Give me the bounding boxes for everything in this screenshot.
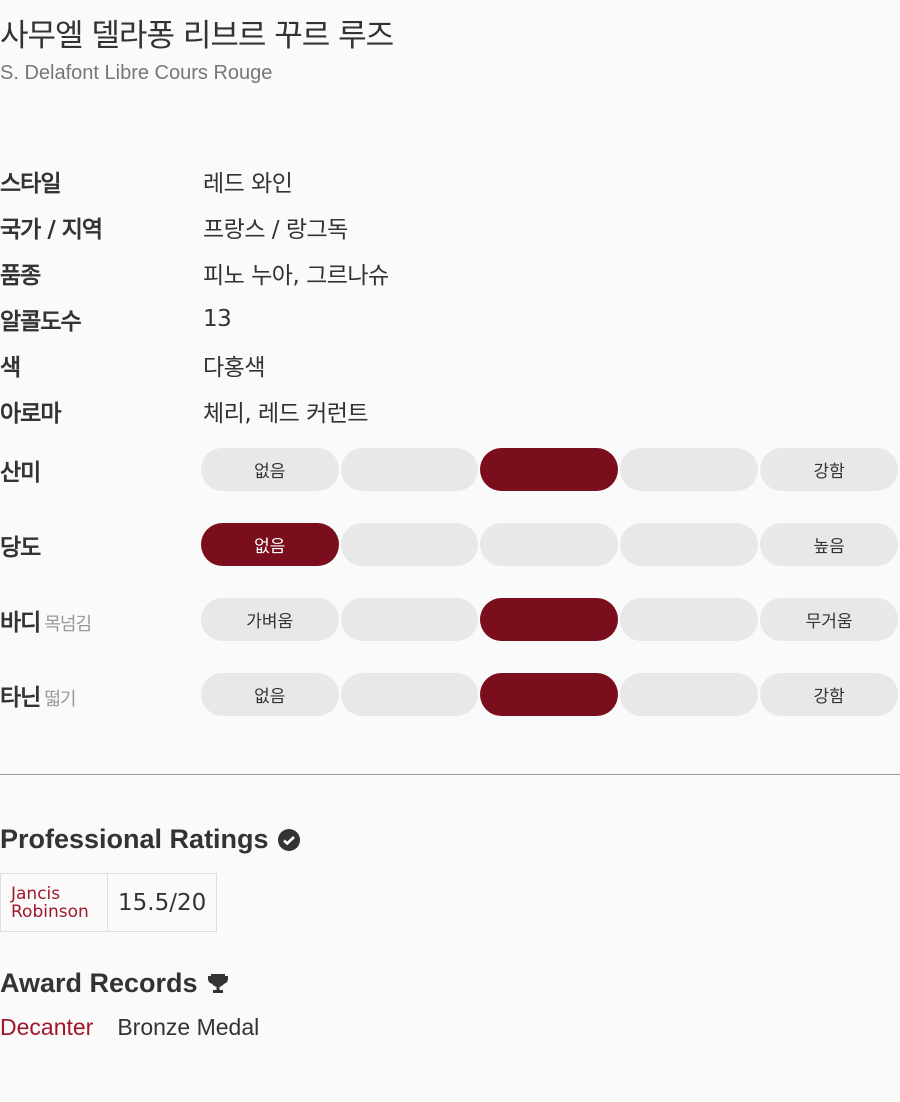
critic-name[interactable]: Jancis Robinson [1, 874, 108, 931]
info-label: 스타일 [0, 171, 61, 197]
taste-level-3 [480, 598, 619, 641]
taste-row: 산미 없음 강함 [0, 448, 900, 491]
award-org[interactable]: Decanter [0, 1014, 94, 1040]
taste-label-text: 바디 [0, 609, 41, 636]
info-label: 색 [0, 355, 21, 381]
info-row: 알콜도수 13 [0, 296, 389, 342]
taste-level-2 [340, 448, 479, 491]
info-label: 알콜도수 [0, 309, 82, 335]
taste-level-4 [620, 523, 759, 566]
info-row: 품종 피노 누아, 그르나슈 [0, 250, 389, 296]
taste-sublabel: 떫기 [44, 688, 76, 710]
info-row: 색 다홍색 [0, 342, 389, 388]
info-row: 스타일 레드 와인 [0, 158, 389, 204]
award-name: Bronze Medal [117, 1014, 260, 1040]
taste-level-2 [340, 673, 479, 716]
info-value: 프랑스 / 랑그독 [203, 217, 348, 243]
info-value: 레드 와인 [203, 171, 293, 197]
taste-label: 산미 [0, 453, 201, 487]
taste-level-1: 없음 [200, 448, 339, 491]
taste-level-2 [340, 523, 479, 566]
info-value: 체리, 레드 커런트 [203, 401, 369, 427]
info-value: 13 [203, 306, 232, 332]
taste-level-4 [620, 673, 759, 716]
ratings-heading: Professional Ratings [0, 824, 301, 855]
info-row: 아로마 체리, 레드 커런트 [0, 388, 389, 434]
taste-row: 바디 목넘김 가벼움 무거움 [0, 598, 900, 641]
taste-label: 당도 [0, 528, 201, 562]
taste-label: 타닌 떫기 [0, 678, 201, 712]
rating-card: Jancis Robinson 15.5/20 [0, 873, 218, 932]
taste-level-3 [480, 448, 619, 491]
taste-label: 바디 목넘김 [0, 603, 201, 637]
taste-label-text: 산미 [0, 459, 41, 486]
wine-subtitle: S. Delafont Libre Cours Rouge [0, 62, 273, 84]
check-circle-icon [277, 828, 300, 851]
taste-row: 당도 없음 높음 [0, 523, 900, 566]
taste-level-5: 강함 [760, 448, 898, 491]
info-label: 아로마 [0, 401, 61, 427]
taste-label-text: 타닌 [0, 684, 41, 711]
info-label: 품종 [0, 263, 41, 289]
taste-level-4 [620, 598, 759, 641]
taste-level-5: 높음 [760, 523, 898, 566]
taste-sublabel: 목넘김 [44, 613, 92, 635]
critic-score: 15.5/20 [118, 889, 207, 916]
info-value: 피노 누아, 그르나슈 [203, 263, 389, 289]
info-list: 스타일 레드 와인 국가 / 지역 프랑스 / 랑그독 품종 피노 누아, 그르나슈 … [0, 158, 389, 434]
trophy-icon [207, 973, 228, 993]
ratings-heading-text: Professional Ratings [0, 824, 269, 854]
taste-level-4 [620, 448, 759, 491]
taste-level-5: 강함 [760, 673, 898, 716]
award-item: Decanter Bronze Medal [0, 1014, 259, 1041]
taste-row: 타닌 떫기 없음 강함 [0, 673, 900, 716]
awards-heading: Award Records [0, 968, 230, 999]
divider [0, 774, 900, 775]
taste-level-1: 가벼움 [200, 598, 339, 641]
info-label: 국가 / 지역 [0, 217, 103, 243]
info-value: 다홍색 [203, 355, 265, 381]
taste-level-1: 없음 [200, 673, 339, 716]
taste-level-1: 없음 [200, 523, 339, 566]
taste-level-3 [480, 523, 619, 566]
taste-level-2 [340, 598, 479, 641]
taste-label-text: 당도 [0, 534, 41, 561]
info-row: 국가 / 지역 프랑스 / 랑그독 [0, 204, 389, 250]
taste-level-3 [480, 673, 619, 716]
awards-heading-text: Award Records [0, 968, 198, 998]
wine-title: 사무엘 델라퐁 리브르 꾸르 루즈 [0, 18, 394, 54]
taste-level-5: 무거움 [760, 598, 898, 641]
